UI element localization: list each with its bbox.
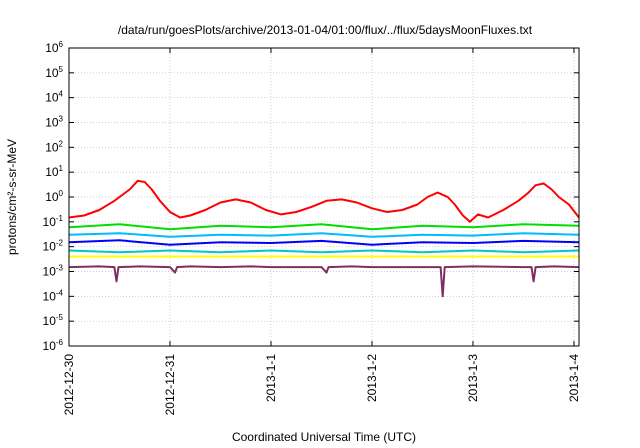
y-tick-exponent: -2 <box>56 239 64 248</box>
y-tick-base: 10 <box>45 91 59 105</box>
y-tick-base: 10 <box>45 66 59 80</box>
y-tick-base: 10 <box>43 240 57 254</box>
y-tick-base: 10 <box>43 289 57 303</box>
y-tick-exponent: 1 <box>59 164 64 173</box>
y-tick-exponent: 6 <box>59 40 64 49</box>
y-tick-base: 10 <box>45 165 59 179</box>
y-tick-label: 10-4 <box>43 288 64 303</box>
y-tick-exponent: -1 <box>56 214 64 223</box>
y-tick-base: 10 <box>45 116 59 130</box>
y-tick-label: 104 <box>45 90 63 105</box>
x-tick-label: 2012-12-31 <box>163 354 177 416</box>
y-tick-label: 100 <box>45 189 63 204</box>
y-tick-label: 105 <box>45 65 63 80</box>
series-line-3 <box>68 232 580 238</box>
x-axis-label: Coordinated Universal Time (UTC) <box>232 430 416 444</box>
x-axis: 2012-12-30 2012-12-31 2013-1-1 2013-1-2 2013… <box>62 48 581 415</box>
y-tick-exponent: -3 <box>56 264 64 273</box>
y-tick-label: 102 <box>45 139 63 154</box>
y-tick-exponent: 0 <box>59 189 64 198</box>
y-tick-label: 103 <box>45 115 63 130</box>
y-tick-base: 10 <box>43 215 57 229</box>
series-line-5 <box>68 249 580 254</box>
series-line-1 <box>68 179 580 223</box>
y-tick-exponent: 2 <box>59 139 64 148</box>
x-tick-label: 2013-1-1 <box>264 354 278 402</box>
grid <box>69 48 579 346</box>
x-tick-label: 2013-1-2 <box>365 354 379 402</box>
y-tick-label: 10-1 <box>43 214 64 229</box>
series-group <box>68 179 580 298</box>
y-tick-base: 10 <box>43 265 57 279</box>
x-tick-label: 2013-1-3 <box>466 354 480 402</box>
series-line-4 <box>68 239 580 246</box>
y-tick-base: 10 <box>45 140 59 154</box>
y-axis-label: protons/cm²-s-sr-MeV <box>5 139 19 255</box>
y-tick-label: 10-5 <box>43 313 64 328</box>
y-tick-label: 10-6 <box>43 338 64 353</box>
y-tick-exponent: 3 <box>59 115 64 124</box>
y-tick-base: 10 <box>43 339 57 353</box>
x-tick-label: 2013-1-4 <box>567 354 581 402</box>
y-tick-label: 10-3 <box>43 264 64 279</box>
series-line-7 <box>68 265 580 298</box>
y-tick-exponent: 5 <box>59 65 64 74</box>
y-tick-exponent: -4 <box>56 288 64 297</box>
y-tick-base: 10 <box>45 190 59 204</box>
y-tick-label: 106 <box>45 40 63 55</box>
y-tick-exponent: 4 <box>59 90 64 99</box>
y-axis: 10-610-510-410-310-210-11001011021031041… <box>43 40 579 353</box>
y-tick-exponent: -5 <box>56 313 64 322</box>
x-tick-label: 2012-12-30 <box>62 354 76 416</box>
y-tick-exponent: -6 <box>56 338 64 347</box>
series-line-2 <box>68 223 580 231</box>
chart-title: /data/run/goesPlots/archive/2013-01-04/0… <box>118 23 533 37</box>
y-tick-base: 10 <box>45 41 59 55</box>
y-tick-base: 10 <box>43 314 57 328</box>
y-tick-label: 10-2 <box>43 239 64 254</box>
y-tick-label: 101 <box>45 164 63 179</box>
